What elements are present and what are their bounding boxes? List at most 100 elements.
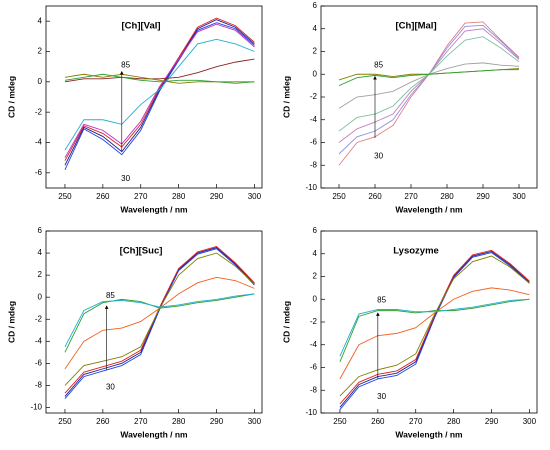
panel: 250 260 270 280 290 300 -10 -8 -6 -4 -2 0 2 4 6 Wavelen… — [281, 226, 538, 439]
y-tick-label: -6 — [310, 363, 318, 372]
x-tick-label: 270 — [134, 417, 148, 426]
y-tick-label: -8 — [310, 160, 318, 169]
x-tick-label: 300 — [523, 417, 537, 426]
x-tick-label: 290 — [210, 417, 224, 426]
y-tick-label: -6 — [35, 358, 43, 367]
x-tick-label: 260 — [368, 192, 382, 201]
data-line — [64, 248, 255, 399]
y-tick-label: 2 — [38, 270, 43, 279]
data-line — [64, 22, 255, 170]
annotation: 30 — [374, 151, 383, 160]
x-tick-label: 280 — [447, 417, 461, 426]
plot-frame — [45, 5, 263, 189]
chart-title: [Ch][Val] — [122, 21, 161, 32]
annotation: 30 — [377, 392, 386, 401]
data-line — [339, 287, 530, 380]
x-axis-label: Wavelength / nm — [120, 429, 188, 439]
y-tick-label: -4 — [35, 336, 43, 345]
y-axis-label: CD / mdeg — [281, 301, 291, 343]
data-line — [64, 252, 255, 386]
y-tick-label: 4 — [313, 24, 318, 33]
data-line — [339, 255, 530, 397]
data-line — [64, 73, 255, 84]
y-tick-label: 2 — [313, 272, 318, 281]
x-tick-label: 290 — [210, 192, 224, 201]
y-tick-label: -4 — [35, 138, 43, 147]
x-axis-label: Wavelength / nm — [120, 204, 188, 214]
data-line — [338, 36, 520, 132]
data-line — [339, 298, 530, 362]
data-line — [64, 245, 255, 394]
y-axis-label: CD / mdeg — [6, 301, 16, 343]
panel: 250 260 270 280 290 300 -6 -4 -2 0 2 4 Wavelength / … — [6, 5, 263, 214]
panel: 250 260 270 280 290 300 -10 -8 -6 -4 -2 0 2 4 6 Wavelen… — [281, 1, 538, 214]
annotation: 85 — [374, 60, 383, 69]
y-tick-label: -10 — [305, 408, 317, 417]
x-tick-label: 260 — [96, 417, 110, 426]
x-axis-label: Wavelength / nm — [395, 429, 463, 439]
data-line — [64, 58, 255, 83]
y-axis-label: CD / mdeg — [6, 76, 16, 118]
x-tick-label: 280 — [172, 192, 186, 201]
x-tick-label: 250 — [58, 417, 72, 426]
y-tick-label: -2 — [310, 317, 318, 326]
x-axis-label: Wavelength / nm — [395, 204, 463, 214]
y-tick-label: 2 — [313, 47, 318, 56]
annotation: 30 — [121, 174, 130, 183]
y-tick-label: 6 — [38, 226, 43, 235]
y-tick-label: 4 — [38, 248, 43, 257]
y-tick-label: -2 — [35, 107, 43, 116]
x-tick-label: 260 — [96, 192, 110, 201]
y-tick-label: -2 — [310, 92, 318, 101]
x-tick-label: 280 — [440, 192, 454, 201]
y-tick-label: 6 — [313, 226, 318, 235]
y-tick-label: -10 — [30, 403, 42, 412]
annotation: 85 — [377, 295, 386, 304]
plot-frame — [320, 230, 538, 414]
data-line — [338, 69, 519, 87]
y-tick-label: -8 — [310, 385, 318, 394]
y-tick-label: 0 — [313, 69, 318, 78]
data-line — [64, 38, 255, 151]
y-tick-label: 4 — [38, 16, 43, 25]
data-line — [339, 298, 530, 357]
x-tick-label: 300 — [248, 192, 262, 201]
annotation: 30 — [106, 383, 115, 392]
plot-frame — [320, 5, 538, 189]
x-tick-label: 270 — [409, 417, 423, 426]
data-line — [64, 276, 255, 370]
data-line — [64, 73, 255, 84]
y-tick-label: 0 — [38, 77, 43, 86]
y-tick-label: -6 — [35, 168, 43, 177]
chart-title: Lysozyme — [393, 246, 439, 257]
y-tick-label: -6 — [310, 138, 318, 147]
panel: 250 260 270 280 290 300 -10 -8 -6 -4 -2 0 2 4 6 Wavelen… — [6, 226, 263, 439]
y-tick-label: 0 — [38, 292, 43, 301]
data-line — [64, 293, 255, 353]
x-tick-label: 300 — [248, 417, 262, 426]
y-tick-label: 4 — [313, 249, 318, 258]
data-line — [338, 24, 520, 155]
x-tick-label: 290 — [476, 192, 490, 201]
data-line — [64, 23, 255, 158]
x-tick-label: 260 — [371, 417, 385, 426]
data-line — [64, 17, 255, 161]
y-tick-label: -10 — [305, 183, 317, 192]
y-axis-label: CD / mdeg — [281, 76, 291, 118]
annotation: 85 — [106, 291, 115, 300]
x-tick-label: 270 — [404, 192, 418, 201]
data-line — [64, 293, 255, 348]
x-tick-label: 250 — [58, 192, 72, 201]
x-tick-label: 280 — [172, 417, 186, 426]
plot-frame — [45, 230, 263, 414]
data-line — [338, 62, 520, 109]
y-tick-label: -4 — [310, 115, 318, 124]
x-tick-label: 270 — [134, 192, 148, 201]
x-tick-label: 300 — [512, 192, 526, 201]
y-tick-label: 2 — [38, 47, 43, 56]
y-tick-label: -8 — [35, 381, 43, 390]
annotation: 85 — [121, 60, 130, 69]
data-line — [338, 28, 520, 143]
y-tick-label: 6 — [313, 1, 318, 10]
